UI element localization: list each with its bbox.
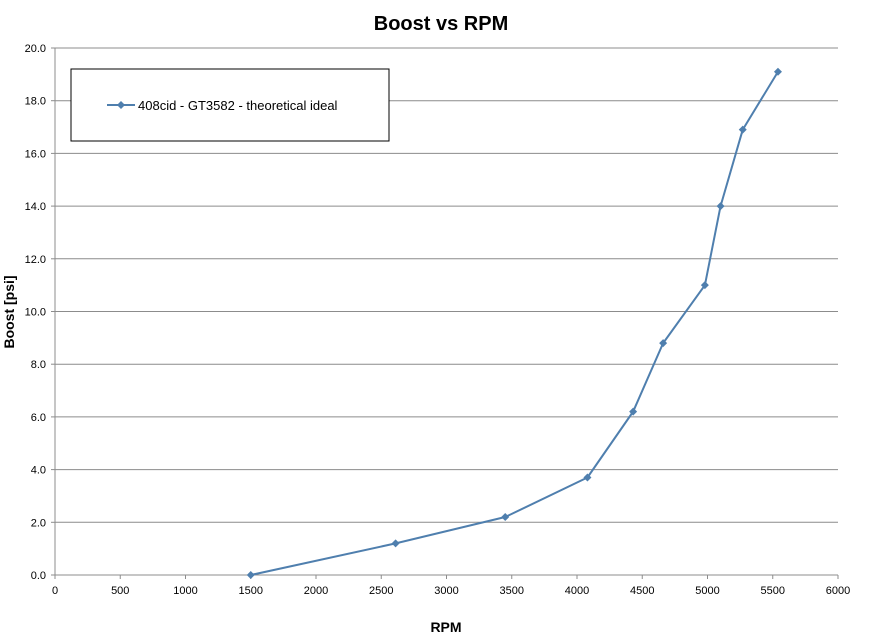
x-tick-label: 2500	[369, 585, 393, 597]
y-tick-label: 0.0	[31, 570, 46, 582]
x-tick-labels: 0 500 1000 1500 2000 2500 3000 3500 4000 4500 5000…	[52, 585, 850, 597]
x-tick-label: 500	[111, 585, 129, 597]
y-tick-label: 14.0	[25, 201, 46, 213]
data-point-marker	[583, 473, 592, 482]
x-tick-label: 1500	[239, 585, 263, 597]
series-layer	[246, 67, 782, 579]
data-point-marker	[501, 513, 510, 522]
x-tick-label: 3000	[434, 585, 458, 597]
legend-swatch-marker	[117, 101, 125, 109]
y-tick-label: 18.0	[25, 96, 46, 108]
data-point-marker	[246, 571, 255, 579]
data-point-marker	[659, 339, 668, 348]
x-tick-label: 4000	[565, 585, 589, 597]
chart-title: Boost vs RPM	[374, 13, 508, 35]
data-point-marker	[716, 202, 725, 211]
legend-entry-label: 408cid - GT3582 - theoretical ideal	[138, 98, 338, 113]
x-tick-label: 5500	[761, 585, 785, 597]
data-point-marker	[738, 125, 747, 134]
y-tick-label: 10.0	[25, 307, 46, 319]
x-axis-title: RPM	[430, 619, 461, 635]
y-tick-labels: 0.0 2.0 4.0 6.0 8.0 10.0 12.0 14.0 16.0 18.0 20.0	[25, 43, 46, 582]
x-tick-label: 5000	[695, 585, 719, 597]
y-tick-label: 20.0	[25, 43, 46, 55]
y-tick-label: 8.0	[31, 359, 46, 371]
x-tick-label: 2000	[304, 585, 328, 597]
y-tick-label: 16.0	[25, 148, 46, 160]
x-tick-label: 0	[52, 585, 58, 597]
y-axis-title: Boost [psi]	[1, 275, 17, 348]
x-tick-label: 1000	[173, 585, 197, 597]
y-tick-label: 4.0	[31, 465, 46, 477]
data-point-marker	[700, 281, 709, 290]
grid-layer	[55, 47, 838, 523]
series-line	[250, 71, 779, 576]
x-tick-label: 4500	[630, 585, 654, 597]
data-point-marker	[773, 67, 782, 76]
x-tick-label: 6000	[826, 585, 850, 597]
y-tick-label: 6.0	[31, 412, 46, 424]
y-tick-label: 2.0	[31, 517, 46, 529]
axis-layer	[51, 47, 839, 579]
x-tick-label: 3500	[500, 585, 524, 597]
data-point-marker	[629, 407, 638, 416]
legend: 408cid - GT3582 - theoretical ideal	[70, 68, 390, 142]
y-tick-label: 12.0	[25, 254, 46, 266]
data-point-marker	[391, 539, 400, 548]
